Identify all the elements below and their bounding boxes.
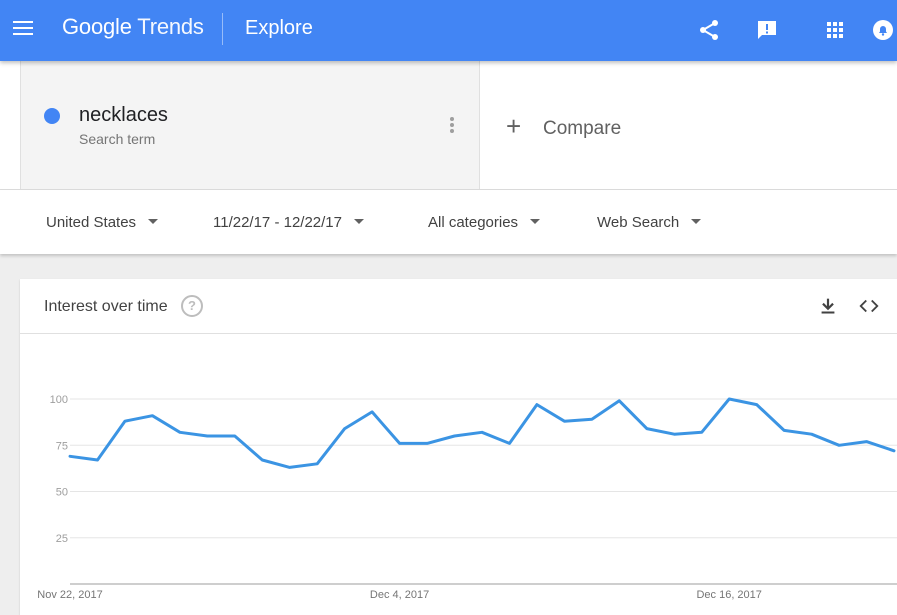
logo-google-text: Google [62, 14, 132, 39]
search-terms-bar: necklaces Search term + Compare [0, 61, 897, 190]
x-tick-label: Dec 16, 2017 [696, 589, 761, 601]
search-term-type: Search term [79, 131, 156, 147]
card-title: Interest over time [44, 298, 168, 315]
y-tick-label: 50 [56, 487, 68, 499]
y-tick-label: 100 [50, 394, 68, 406]
category-value: All categories [428, 214, 519, 231]
chevron-down-icon [148, 218, 159, 224]
help-icon[interactable]: ? [181, 295, 203, 317]
series-line-necklaces [68, 397, 896, 469]
google-trends-logo[interactable]: Google Trends [62, 14, 204, 40]
date-range-value: 11/22/17 - 12/22/17 [213, 214, 342, 231]
plus-icon: + [506, 111, 522, 141]
search-term-name[interactable]: necklaces [79, 104, 168, 126]
page-title: Explore [245, 17, 313, 39]
region-dropdown[interactable]: United States [46, 214, 159, 231]
app-header: Google Trends Explore [0, 0, 897, 61]
share-icon[interactable] [697, 18, 721, 42]
chevron-down-icon [691, 218, 702, 224]
search-term-card[interactable]: necklaces Search term [20, 61, 480, 189]
interest-over-time-card: Interest over time ? 25 50 75 100 Nov 22, 20… [20, 279, 897, 615]
x-tick-label: Dec 4, 2017 [370, 589, 429, 601]
chevron-down-icon [530, 218, 541, 224]
card-divider [20, 333, 897, 334]
search-type-value: Web Search [597, 214, 680, 231]
term-color-dot [44, 108, 60, 124]
filter-bar: United States 11/22/17 - 12/22/17 All ca… [0, 190, 897, 254]
feedback-icon[interactable] [755, 18, 779, 42]
region-value: United States [46, 214, 137, 231]
category-dropdown[interactable]: All categories [428, 214, 541, 231]
apps-icon[interactable] [823, 18, 847, 42]
chevron-down-icon [354, 218, 364, 224]
menu-icon[interactable] [13, 18, 35, 40]
compare-label: Compare [543, 118, 622, 139]
notifications-icon[interactable] [871, 18, 895, 42]
x-tick-label: Nov 22, 2017 [37, 589, 102, 601]
more-options-icon[interactable] [447, 115, 457, 135]
interest-line-chart: 25 50 75 100 Nov 22, 2017 Dec 4, 2017 Dec 16, … [37, 394, 897, 601]
y-tick-label: 25 [56, 533, 68, 545]
embed-icon[interactable] [858, 295, 880, 317]
download-icon[interactable] [817, 295, 839, 317]
date-range-dropdown[interactable]: 11/22/17 - 12/22/17 [213, 214, 364, 231]
y-tick-label: 75 [56, 440, 68, 452]
logo-trends-text: Trends [137, 14, 204, 39]
header-divider [222, 13, 223, 45]
search-type-dropdown[interactable]: Web Search [597, 214, 702, 231]
